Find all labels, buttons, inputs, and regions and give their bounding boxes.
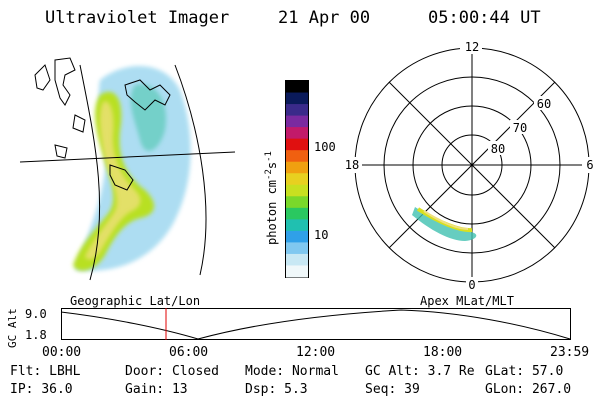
lat-label-60: 60 [537, 97, 551, 111]
colorbar-segment [286, 161, 308, 174]
colorbar-unit-label: photon cm-2s-1 [264, 151, 279, 245]
svg-text:GC Alt: GC Alt [6, 308, 19, 348]
mlt-label-6: 6 [586, 158, 593, 172]
colorbar-segment [286, 253, 308, 266]
status-door: Door: Closed [125, 364, 219, 379]
status-glat: GLat: 57.0 [485, 364, 564, 379]
time-tick-1200: 12:00 [296, 345, 336, 360]
colorbar-segment [286, 265, 308, 278]
time-tick-2359: 23:59 [550, 345, 590, 360]
colorbar-segment [286, 219, 308, 232]
status-mode: Mode: Normal [245, 364, 339, 379]
time-tick-0000: 00:00 [42, 345, 82, 360]
status-gc-alt: GC Alt: 3.7 Re [365, 364, 475, 379]
status-seq: Seq: 39 [365, 382, 420, 397]
colorbar-segment [286, 104, 308, 117]
colorbar [285, 80, 309, 278]
polar-plot: 12 18 6 0 60 70 80 [340, 38, 598, 292]
colorbar-segment [286, 173, 308, 186]
header-date: 21 Apr 00 [278, 8, 371, 28]
altitude-curve [60, 309, 571, 340]
mlt-label-12: 12 [465, 40, 479, 54]
alt-tick-bottom: 1.8 [25, 328, 47, 342]
status-filter: Flt: LBHL [10, 364, 81, 379]
status-ip: IP: 36.0 [10, 382, 73, 397]
svg-text:photon cm-2s-1: photon cm-2s-1 [264, 151, 279, 245]
lat-lon-grid [19, 64, 236, 281]
header-time: 05:00:44 UT [428, 8, 541, 28]
colorbar-segment [286, 150, 308, 163]
lat-label-70: 70 [513, 121, 527, 135]
colorbar-segment [286, 127, 308, 140]
alt-tick-top: 9.0 [25, 307, 47, 321]
colorbar-segment [286, 92, 308, 105]
time-tick-0600: 06:00 [169, 345, 209, 360]
mlt-label-18: 18 [345, 158, 359, 172]
colorbar-tick-10: 10 [314, 228, 329, 242]
geographic-image-panel [19, 57, 236, 281]
lat-label-80: 80 [491, 142, 505, 156]
aurora-oval-emission [412, 207, 477, 241]
colorbar-segment [286, 242, 308, 255]
app-title: Ultraviolet Imager [45, 8, 230, 28]
mlt-label-0: 0 [468, 278, 475, 292]
coastline-contours [34, 57, 171, 191]
right-panel-label: Apex MLat/MLT [420, 294, 514, 308]
colorbar-segment [286, 81, 308, 94]
colorbar-segment [286, 196, 308, 209]
colorbar-segment [286, 115, 308, 128]
time-tick-1800: 18:00 [423, 345, 463, 360]
status-gain: Gain: 13 [125, 382, 188, 397]
altitude-plot-ylabel: GC Alt [6, 308, 19, 348]
status-dsp: Dsp: 5.3 [245, 382, 308, 397]
colorbar-segment [286, 138, 308, 151]
colorbar-segment [286, 184, 308, 197]
altitude-plot [60, 308, 571, 340]
colorbar-segment [286, 230, 308, 243]
colorbar-tick-100: 100 [314, 140, 336, 154]
colorbar-segment [286, 207, 308, 220]
left-panel-label: Geographic Lat/Lon [70, 294, 201, 308]
status-glon: GLon: 267.0 [485, 382, 572, 397]
